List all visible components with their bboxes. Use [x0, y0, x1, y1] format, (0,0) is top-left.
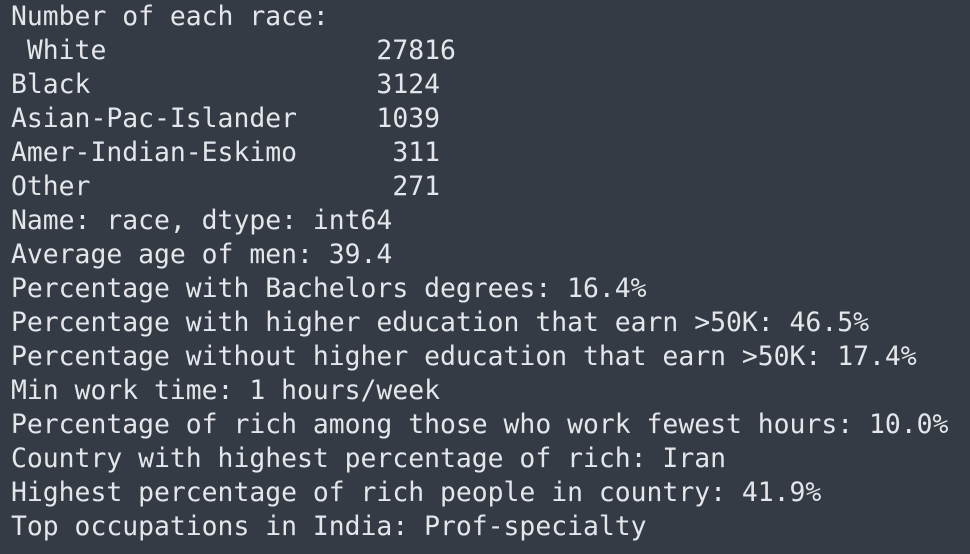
output-line: Name: race, dtype: int64 — [11, 205, 393, 236]
output-line: Top occupations in India: Prof-specialty — [11, 511, 647, 542]
output-line: Amer-Indian-Eskimo 311 — [11, 137, 440, 168]
output-line: Country with highest percentage of rich:… — [11, 443, 726, 474]
output-line: White 27816 — [11, 35, 456, 66]
output-line: Percentage of rich among those who work … — [11, 409, 949, 440]
output-line: Percentage with Bachelors degrees: 16.4% — [11, 273, 647, 304]
output-line: Black 3124 — [11, 69, 440, 100]
output-line: Number of each race: — [11, 1, 329, 32]
output-line: Highest percentage of rich people in cou… — [11, 477, 822, 508]
output-line: Percentage with higher education that ea… — [11, 307, 869, 338]
output-line: Average age of men: 39.4 — [11, 239, 393, 270]
output-line: Min work time: 1 hours/week — [11, 375, 440, 406]
output-line: Asian-Pac-Islander 1039 — [11, 103, 440, 134]
terminal-output: Number of each race: White 27816 Black 31… — [11, 0, 966, 544]
output-line: Percentage without higher education that… — [11, 341, 917, 372]
output-line: Other 271 — [11, 171, 440, 202]
